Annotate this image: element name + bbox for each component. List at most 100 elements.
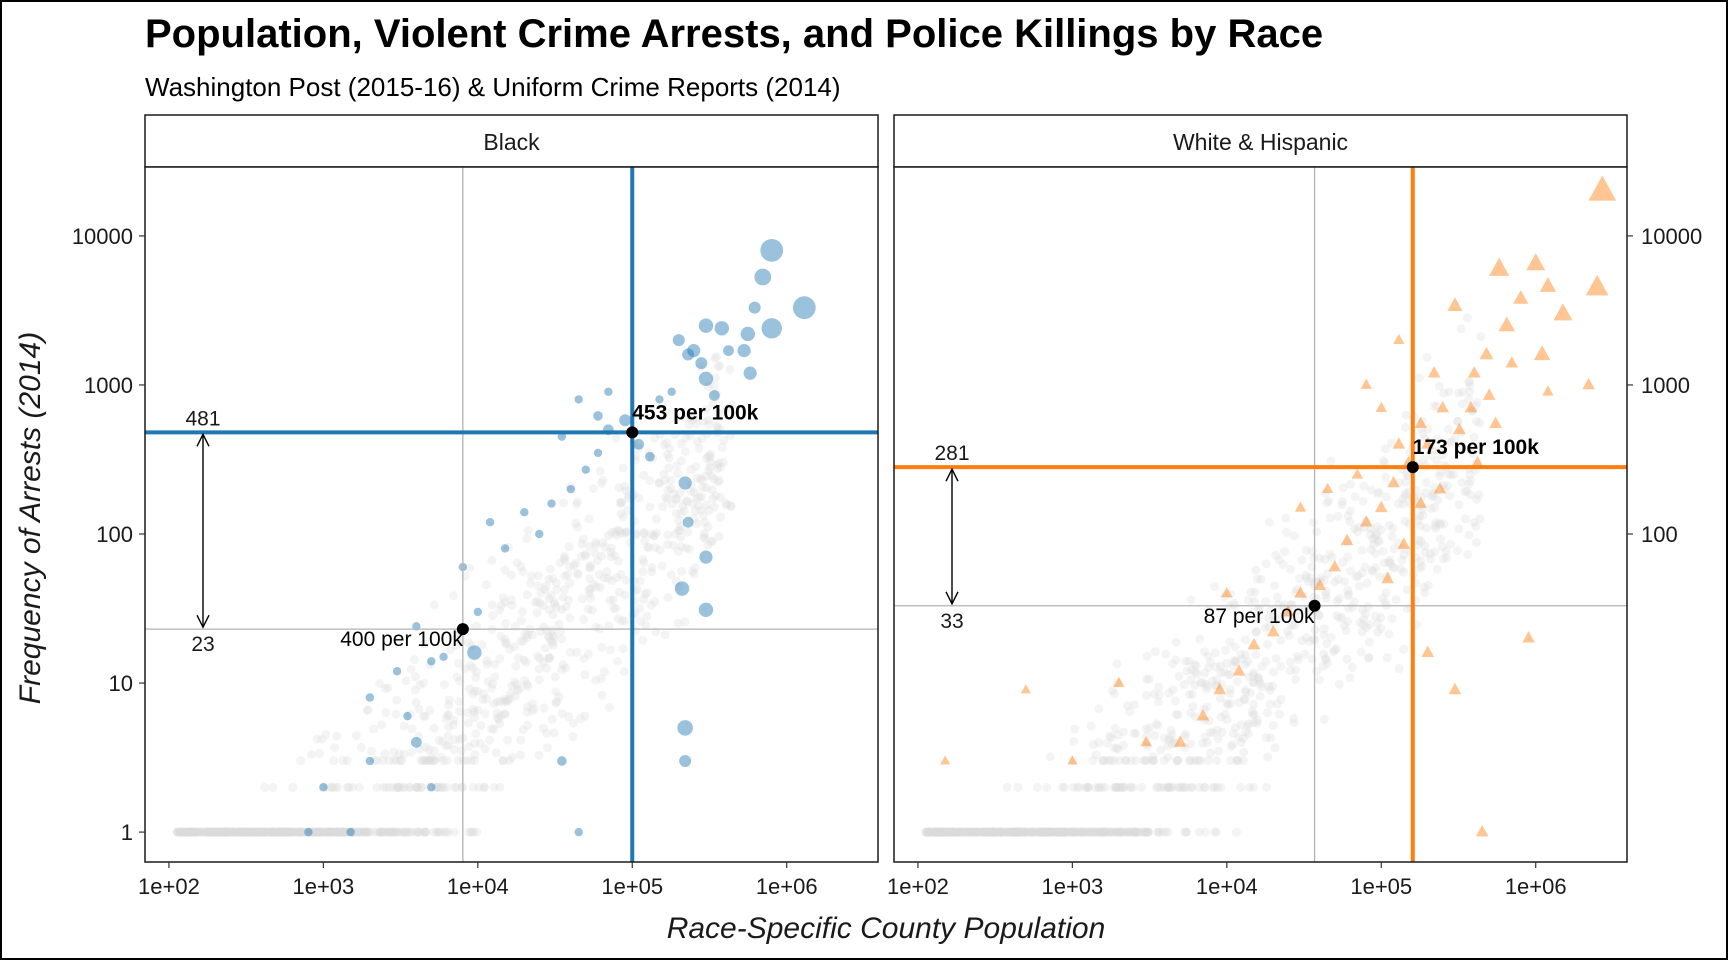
background-point [686, 464, 696, 474]
background-point [229, 827, 239, 837]
background-point [619, 666, 629, 676]
background-point [1338, 557, 1348, 567]
background-point [473, 705, 483, 715]
background-point [328, 827, 338, 837]
background-point [714, 475, 724, 485]
background-point [1140, 827, 1150, 837]
background-point [670, 529, 680, 539]
background-point [294, 827, 304, 837]
background-point [926, 827, 936, 837]
background-point [1289, 718, 1299, 728]
background-point [1271, 653, 1281, 663]
background-point [1188, 756, 1198, 766]
background-point [1110, 689, 1120, 699]
background-point [548, 640, 558, 650]
data-point [427, 657, 436, 666]
background-point [674, 582, 684, 592]
background-point [690, 506, 700, 516]
background-point [480, 709, 490, 719]
background-point [1289, 620, 1299, 630]
background-point [519, 676, 529, 686]
background-point [527, 630, 537, 640]
background-point [431, 782, 441, 792]
background-point [211, 827, 221, 837]
background-point [360, 827, 370, 837]
background-point [186, 827, 196, 837]
background-point [243, 827, 253, 837]
background-point [520, 629, 530, 639]
background-point [585, 541, 595, 551]
background-point [1098, 827, 1108, 837]
background-point [940, 827, 950, 837]
background-point [1084, 827, 1094, 837]
background-point [701, 471, 711, 481]
background-point [1224, 670, 1234, 680]
background-point [507, 681, 517, 691]
background-point [976, 827, 986, 837]
background-point [1314, 675, 1324, 685]
background-point [1123, 827, 1133, 837]
background-point [1059, 827, 1069, 837]
background-point [548, 574, 558, 584]
background-point [936, 827, 946, 837]
background-point [711, 389, 721, 399]
background-point [1415, 563, 1425, 573]
background-point [1358, 605, 1368, 615]
background-point [538, 723, 548, 733]
background-point [189, 827, 199, 837]
background-point [1418, 429, 1428, 439]
background-point [987, 827, 997, 837]
background-point [518, 636, 528, 646]
background-point [414, 731, 424, 741]
background-point [966, 827, 976, 837]
background-point [260, 827, 270, 837]
background-point [501, 638, 511, 648]
background-point [714, 458, 724, 468]
background-point [436, 827, 446, 837]
background-point [216, 827, 226, 837]
background-point [275, 827, 285, 837]
background-point [315, 827, 325, 837]
background-point [337, 827, 347, 837]
background-point [365, 827, 375, 837]
background-point [616, 569, 626, 579]
background-point [1261, 656, 1271, 666]
background-point [238, 827, 248, 837]
weighted-point [1406, 461, 1419, 474]
background-point [415, 827, 425, 837]
background-point [606, 543, 616, 553]
background-point [678, 501, 688, 511]
background-point [1372, 522, 1382, 532]
background-point [309, 827, 319, 837]
background-point [947, 827, 957, 837]
background-point [1228, 740, 1238, 750]
background-point [1078, 827, 1088, 837]
background-point [638, 567, 648, 577]
background-point [236, 827, 246, 837]
background-point [1057, 827, 1067, 837]
background-point [1471, 537, 1481, 547]
background-point [545, 564, 555, 574]
background-point [942, 827, 952, 837]
background-point [1014, 827, 1024, 837]
background-point [994, 827, 1004, 837]
background-point [1083, 782, 1093, 792]
background-point [449, 745, 459, 755]
background-point [671, 508, 681, 518]
background-point [566, 482, 576, 492]
background-point [200, 827, 210, 837]
background-point [961, 827, 971, 837]
background-point [416, 782, 426, 792]
background-point [1173, 710, 1183, 720]
data-point [674, 581, 690, 596]
background-point [468, 704, 478, 714]
background-point [214, 827, 224, 837]
background-point [1383, 557, 1393, 567]
background-point [1166, 725, 1176, 735]
background-point [1285, 564, 1295, 574]
background-point [608, 595, 618, 605]
background-point [1144, 674, 1154, 684]
background-point [328, 827, 338, 837]
background-point [949, 827, 959, 837]
background-point [541, 581, 551, 591]
